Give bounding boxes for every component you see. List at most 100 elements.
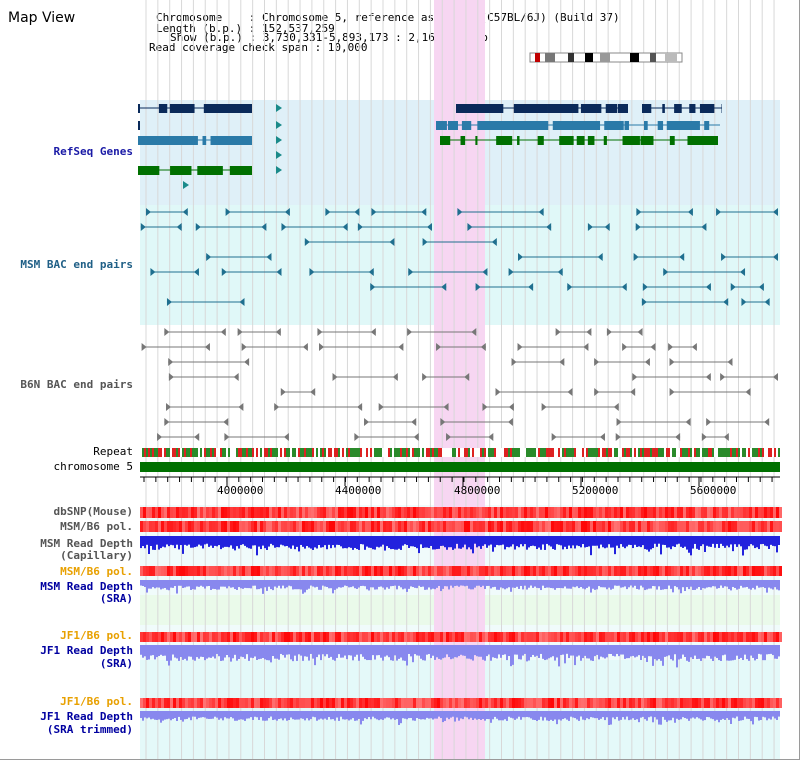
pol-cell — [437, 507, 440, 518]
pol-cell — [701, 698, 704, 708]
pol-cell — [647, 507, 650, 518]
read-depth-bar — [432, 711, 434, 720]
pol-cell — [626, 698, 629, 708]
read-depth-bar — [510, 711, 512, 718]
read-depth-bar — [512, 711, 514, 719]
bac-end-arrow — [730, 283, 736, 291]
pol-cell — [305, 507, 308, 518]
pol-cell — [755, 507, 758, 518]
pol-cell — [500, 521, 503, 532]
gene-exon — [183, 166, 191, 175]
pol-cell — [695, 566, 698, 576]
read-depth-bar — [226, 711, 228, 719]
read-depth-bar — [490, 580, 492, 589]
read-depth-bar — [524, 536, 526, 545]
pol-cell — [599, 507, 602, 518]
repeat-bar — [740, 448, 742, 457]
read-depth-bar — [618, 711, 620, 721]
pol-cell — [236, 521, 239, 532]
read-depth-bar — [692, 711, 694, 718]
read-depth-bar — [620, 580, 622, 588]
read-depth-bar — [762, 580, 764, 588]
pol-cell — [515, 566, 518, 576]
pol-cell — [524, 632, 527, 642]
read-depth-bar — [686, 645, 688, 661]
pol-cell — [647, 521, 650, 532]
read-depth-bar — [184, 580, 186, 588]
read-depth-bar — [488, 580, 490, 586]
repeat-bar — [672, 448, 674, 457]
gene-exon — [236, 104, 252, 113]
read-depth-bar — [232, 580, 234, 588]
pol-cell — [449, 632, 452, 642]
read-depth-bar — [218, 711, 220, 720]
pol-cell — [629, 566, 632, 576]
pol-cell — [398, 507, 401, 518]
read-depth-bar — [758, 645, 760, 654]
read-depth-bar — [382, 580, 384, 588]
read-depth-bar — [370, 536, 372, 548]
repeat-bar — [242, 448, 244, 457]
ruler-tick-label: 5200000 — [572, 484, 619, 497]
repeat-bar — [710, 448, 712, 457]
read-depth-bar — [584, 711, 586, 721]
pol-cell — [254, 698, 257, 708]
repeat-bar — [552, 448, 554, 457]
read-depth-bar — [420, 711, 422, 720]
pol-cell — [419, 566, 422, 576]
read-depth-bar — [450, 711, 452, 718]
pol-cell — [629, 632, 632, 642]
pol-cell — [353, 521, 356, 532]
read-depth-bar — [540, 580, 542, 591]
read-depth-bar — [548, 536, 550, 546]
pol-cell — [680, 507, 683, 518]
bac-end-arrow — [309, 268, 315, 276]
bac-end-arrow — [408, 268, 414, 276]
pol-cell — [692, 632, 695, 642]
bac-end-arrow — [675, 433, 681, 441]
repeat-bar — [616, 448, 618, 457]
bac-end-arrow — [720, 373, 726, 381]
pol-cell — [737, 698, 740, 708]
repeat-bar — [466, 448, 468, 457]
repeat-bar — [394, 448, 396, 457]
repeat-bar — [688, 448, 690, 457]
read-depth-bar — [290, 536, 292, 549]
pol-cell — [590, 507, 593, 518]
repeat-bar — [224, 448, 226, 457]
jf1-b6-pol-label: JF1/B6 pol. — [60, 629, 133, 642]
read-depth-bar — [462, 580, 464, 586]
pol-cell — [425, 698, 428, 708]
read-depth-bar — [726, 645, 728, 661]
pol-cell — [761, 632, 764, 642]
bac-end-arrow — [157, 433, 163, 441]
pol-cell — [155, 632, 158, 642]
pol-cell — [248, 521, 251, 532]
read-depth-bar — [258, 645, 260, 660]
read-depth-bar — [542, 536, 544, 545]
read-depth-bar — [264, 711, 266, 721]
bac-end-arrow — [237, 328, 243, 336]
pol-cell — [644, 566, 647, 576]
read-depth-bar — [322, 645, 324, 655]
read-depth-bar — [326, 580, 328, 587]
read-depth-bar — [678, 536, 680, 544]
read-depth-bar — [310, 580, 312, 586]
repeat-bar — [436, 448, 438, 457]
pol-cell — [311, 507, 314, 518]
read-depth-bar — [520, 536, 522, 545]
read-depth-bar — [602, 711, 604, 718]
read-depth-bar — [386, 711, 388, 718]
pol-cell — [278, 632, 281, 642]
read-depth-bar — [642, 645, 644, 656]
pol-cell — [527, 632, 530, 642]
pol-cell — [323, 632, 326, 642]
read-depth-bar — [510, 645, 512, 667]
read-depth-bar — [556, 711, 558, 725]
pol-cell — [464, 632, 467, 642]
read-depth-bar — [316, 645, 318, 658]
read-depth-bar — [166, 645, 168, 661]
pol-cell — [386, 632, 389, 642]
track-features[interactable] — [138, 52, 782, 725]
